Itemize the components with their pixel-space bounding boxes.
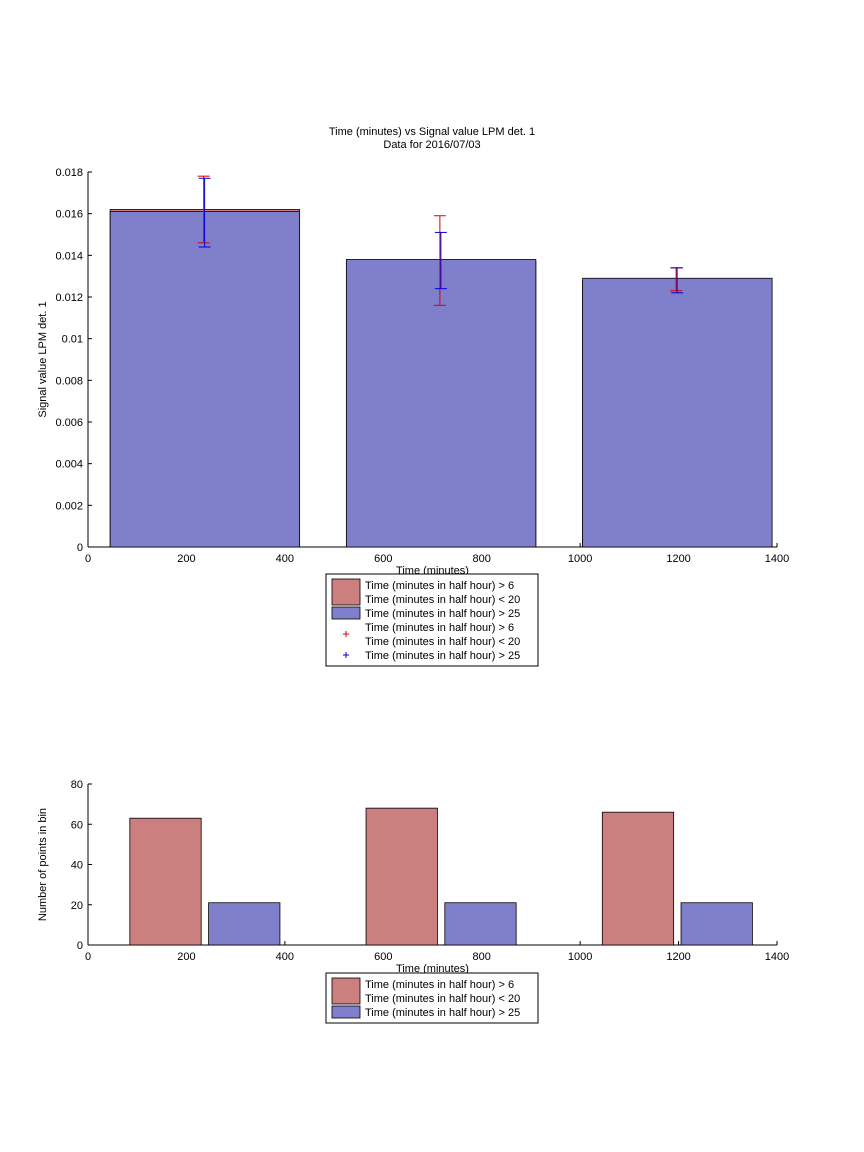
- y-axis-label: Number of points in bin: [37, 808, 49, 921]
- y-tick-label: 0.012: [55, 292, 83, 304]
- x-tick-label: 200: [177, 951, 195, 963]
- x-tick-label: 0: [85, 553, 91, 565]
- legend-label: Time (minutes in half hour) < 20: [365, 636, 520, 648]
- y-tick-label: 0.016: [55, 209, 83, 221]
- count-bar-red: [365, 807, 438, 946]
- x-axis-label: Time (minutes): [396, 963, 469, 975]
- y-tick-label: 80: [71, 779, 83, 791]
- x-tick-label: 1200: [666, 553, 690, 565]
- count-chart-legend: Time (minutes in half hour) > 6 Time (min…: [325, 972, 539, 1024]
- count-bar-red: [129, 817, 202, 946]
- x-tick-label: 600: [374, 553, 392, 565]
- legend-label: Time (minutes in half hour) > 6: [365, 580, 514, 592]
- legend-label: Time (minutes in half hour) > 25: [365, 650, 520, 662]
- legend-swatch-blue: [331, 1005, 361, 1019]
- x-tick-label: 1000: [568, 553, 592, 565]
- y-tick-label: 0.002: [55, 500, 83, 512]
- x-tick-label: 400: [276, 553, 294, 565]
- bar-blue: [345, 259, 537, 548]
- y-tick-label: 40: [71, 860, 83, 872]
- y-tick-label: 0.004: [55, 459, 83, 471]
- count-bar-red: [601, 811, 675, 946]
- count-bar-blue: [680, 902, 753, 946]
- count-bar-chart: 0 200 400 600 800 1000 1200 1400 0 20 40 60 80 Time (…: [37, 779, 789, 975]
- count-bar-blue: [444, 902, 517, 946]
- x-tick-label: 200: [177, 553, 195, 565]
- legend-label: Time (minutes in half hour) > 6: [365, 979, 514, 991]
- y-tick-label: 0.018: [55, 167, 83, 179]
- legend-label: Time (minutes in half hour) < 20: [365, 594, 520, 606]
- legend-swatch-red: [331, 578, 361, 606]
- y-tick-label: 0.008: [55, 375, 83, 387]
- legend-label: Time (minutes in half hour) > 6: [365, 622, 514, 634]
- y-axis-label: Signal value LPM det. 1: [37, 301, 49, 417]
- y-tick-label: 0.006: [55, 417, 83, 429]
- count-bar-blue: [208, 902, 281, 946]
- legend-swatch-blue: [331, 606, 361, 620]
- x-tick-label: 600: [374, 951, 392, 963]
- y-tick-label: 0.014: [55, 250, 83, 262]
- x-tick-label: 0: [85, 951, 91, 963]
- chart-title: Time (minutes) vs Signal value LPM det. …: [329, 126, 535, 151]
- legend-label: Time (minutes in half hour) > 25: [365, 608, 520, 620]
- signal-bar-chart: 0 200 400 600 800 1000 1200 1400 0 0.002 0.004 0.00…: [37, 167, 789, 577]
- bar-blue: [109, 211, 301, 548]
- x-tick-label: 1200: [666, 951, 690, 963]
- bar-blue: [582, 277, 773, 548]
- legend-label: Time (minutes in half hour) < 20: [365, 993, 520, 1005]
- legend-box: [325, 972, 539, 1024]
- x-tick-label: 1400: [765, 553, 789, 565]
- legend-label: Time (minutes in half hour) > 25: [365, 1007, 520, 1019]
- signal-chart-legend: Time (minutes in half hour) > 6 Time (min…: [325, 573, 539, 667]
- y-tick-label: 0: [77, 542, 83, 554]
- chart-title-line1: Time (minutes) vs Signal value LPM det. …: [329, 126, 535, 138]
- x-tick-label: 400: [276, 951, 294, 963]
- chart-title-line2: Data for 2016/07/03: [383, 139, 480, 151]
- x-tick-label: 800: [473, 951, 491, 963]
- x-tick-label: 800: [473, 553, 491, 565]
- legend-swatch-red: [331, 977, 361, 1005]
- legend-box: [325, 573, 539, 667]
- x-tick-label: 1400: [765, 951, 789, 963]
- y-tick-label: 0: [77, 940, 83, 952]
- y-tick-label: 0.01: [62, 334, 83, 346]
- x-tick-label: 1000: [568, 951, 592, 963]
- y-tick-label: 60: [71, 819, 83, 831]
- y-tick-label: 20: [71, 900, 83, 912]
